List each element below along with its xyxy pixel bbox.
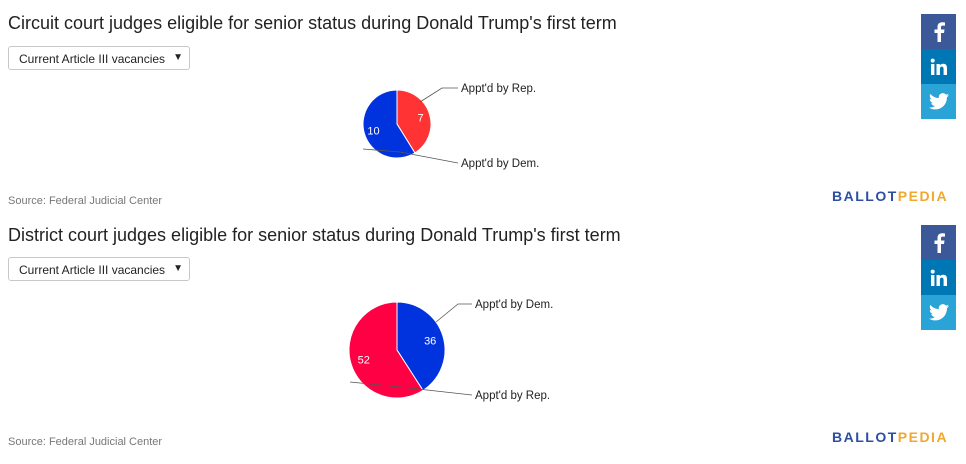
slice-category-label: Appt'd by Dem. bbox=[461, 158, 539, 170]
slice-category-label: Appt'd by Rep. bbox=[461, 83, 536, 95]
dropdown-selected-value: Current Article III vacancies bbox=[19, 263, 166, 277]
linkedin-icon bbox=[930, 269, 947, 286]
pie-slice-appt-d-by-rep bbox=[348, 301, 424, 399]
linkedin-share-button[interactable] bbox=[921, 260, 956, 295]
pie-slice-appt-d-by-dem bbox=[362, 89, 416, 159]
slice-value-label: 52 bbox=[358, 355, 370, 367]
source-note: Source: Federal Judicial Center bbox=[8, 195, 163, 207]
twitter-share-button[interactable] bbox=[921, 295, 956, 330]
caret-down-icon: ▼ bbox=[173, 263, 183, 274]
slice-value-label: 10 bbox=[367, 126, 379, 138]
slice-value-label: 7 bbox=[417, 112, 423, 124]
facebook-icon bbox=[934, 232, 945, 253]
ballotpedia-logo: BALLOTPEDIA bbox=[832, 188, 949, 204]
ballotpedia-logo: BALLOTPEDIA bbox=[832, 429, 949, 445]
pie-chart-district: 36 Appt'd by Dem. 52 Appt'd by Rep. bbox=[348, 299, 553, 402]
twitter-share-button[interactable] bbox=[921, 84, 956, 119]
chart-panel-circuit: Circuit court judges eligible for senior… bbox=[0, 0, 966, 211]
facebook-icon bbox=[934, 21, 945, 42]
chart-title: District court judges eligible for senio… bbox=[8, 225, 621, 245]
facebook-share-button[interactable] bbox=[921, 225, 956, 260]
facebook-share-button[interactable] bbox=[921, 14, 956, 49]
callout-line bbox=[362, 148, 459, 164]
callout-line bbox=[419, 87, 458, 103]
caret-down-icon: ▼ bbox=[173, 52, 183, 63]
pie-chart-circuit: 7 Appt'd by Rep. 10 Appt'd by Dem. bbox=[362, 83, 539, 170]
chart-title: Circuit court judges eligible for senior… bbox=[8, 13, 617, 33]
slice-value-label: 36 bbox=[424, 335, 436, 347]
chart-panel-district: District court judges eligible for senio… bbox=[0, 222, 966, 458]
twitter-icon bbox=[928, 93, 949, 110]
vacancy-filter-dropdown[interactable]: Current Article III vacancies ▼ bbox=[8, 257, 190, 281]
slice-category-label: Appt'd by Rep. bbox=[475, 390, 550, 402]
slice-category-label: Appt'd by Dem. bbox=[475, 299, 553, 311]
source-note: Source: Federal Judicial Center bbox=[8, 436, 163, 448]
callout-line bbox=[435, 303, 472, 323]
vacancy-filter-dropdown[interactable]: Current Article III vacancies ▼ bbox=[8, 46, 190, 70]
linkedin-share-button[interactable] bbox=[921, 49, 956, 84]
callout-line bbox=[349, 381, 473, 396]
twitter-icon bbox=[928, 304, 949, 321]
linkedin-icon bbox=[930, 58, 947, 75]
dropdown-selected-value: Current Article III vacancies bbox=[19, 52, 166, 66]
